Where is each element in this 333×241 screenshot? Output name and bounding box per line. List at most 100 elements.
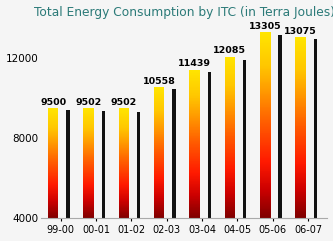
- Bar: [260, 154, 270, 155]
- Bar: [154, 168, 165, 169]
- Bar: [189, 146, 200, 147]
- Bar: [260, 69, 270, 70]
- Bar: [154, 105, 165, 106]
- Bar: [83, 145, 94, 146]
- Bar: [48, 117, 58, 118]
- Bar: [224, 152, 235, 153]
- Bar: [295, 117, 306, 118]
- Bar: [260, 84, 270, 85]
- Bar: [189, 95, 200, 96]
- Bar: [295, 182, 306, 183]
- Bar: [119, 154, 129, 155]
- Bar: [260, 71, 270, 72]
- Bar: [83, 198, 94, 199]
- Bar: [260, 210, 270, 211]
- Bar: [119, 123, 129, 124]
- Bar: [295, 110, 306, 111]
- Bar: [295, 137, 306, 138]
- Bar: [260, 126, 270, 127]
- Bar: [48, 110, 58, 111]
- Text: 9502: 9502: [111, 98, 137, 107]
- Bar: [119, 160, 129, 161]
- Bar: [189, 170, 200, 171]
- Bar: [48, 177, 58, 178]
- Bar: [154, 163, 165, 164]
- Bar: [48, 132, 58, 133]
- Bar: [224, 100, 235, 101]
- Bar: [48, 115, 58, 116]
- Bar: [224, 67, 235, 68]
- Bar: [48, 130, 58, 131]
- Bar: [295, 41, 306, 42]
- Bar: [83, 189, 94, 190]
- Bar: [119, 161, 129, 162]
- Bar: [83, 136, 94, 137]
- Bar: [119, 133, 129, 134]
- Bar: [154, 94, 165, 95]
- Bar: [295, 130, 306, 131]
- Bar: [48, 108, 58, 109]
- Bar: [224, 84, 235, 85]
- Bar: [119, 178, 129, 179]
- Bar: [224, 66, 235, 67]
- Bar: [260, 202, 270, 203]
- Bar: [260, 184, 270, 185]
- Bar: [119, 119, 129, 120]
- Bar: [295, 89, 306, 90]
- Bar: [48, 196, 58, 197]
- Bar: [189, 160, 200, 161]
- Bar: [295, 201, 306, 202]
- Bar: [295, 140, 306, 141]
- Bar: [189, 84, 200, 85]
- Bar: [224, 141, 235, 142]
- Bar: [295, 151, 306, 152]
- Text: 11439: 11439: [178, 59, 211, 68]
- Bar: [295, 53, 306, 54]
- Bar: [295, 189, 306, 190]
- Bar: [189, 87, 200, 88]
- Bar: [83, 190, 94, 191]
- Bar: [48, 158, 58, 159]
- Bar: [83, 141, 94, 142]
- Bar: [224, 188, 235, 189]
- Bar: [295, 193, 306, 194]
- Bar: [260, 98, 270, 99]
- Bar: [189, 111, 200, 112]
- Bar: [48, 120, 58, 121]
- Bar: [295, 79, 306, 80]
- Bar: [224, 98, 235, 99]
- Bar: [295, 141, 306, 142]
- Bar: [224, 181, 235, 182]
- Bar: [119, 116, 129, 117]
- Bar: [260, 101, 270, 102]
- Bar: [224, 165, 235, 166]
- Bar: [224, 85, 235, 86]
- Bar: [189, 143, 200, 144]
- Bar: [224, 91, 235, 92]
- Bar: [48, 139, 58, 140]
- Bar: [154, 213, 165, 214]
- Bar: [189, 166, 200, 167]
- Bar: [83, 132, 94, 133]
- Bar: [295, 71, 306, 72]
- Bar: [295, 207, 306, 208]
- Bar: [119, 172, 129, 173]
- Bar: [189, 92, 200, 93]
- Bar: [119, 124, 129, 125]
- Bar: [48, 161, 58, 162]
- Bar: [224, 99, 235, 100]
- Bar: [119, 149, 129, 150]
- Bar: [83, 159, 94, 160]
- Bar: [224, 87, 235, 88]
- Bar: [154, 152, 165, 153]
- Bar: [295, 139, 306, 140]
- Bar: [260, 151, 270, 152]
- Bar: [295, 104, 306, 105]
- Bar: [260, 182, 270, 183]
- Bar: [260, 176, 270, 177]
- Bar: [154, 133, 165, 134]
- Bar: [189, 124, 200, 125]
- Bar: [260, 89, 270, 90]
- Bar: [119, 210, 129, 211]
- Bar: [260, 141, 270, 142]
